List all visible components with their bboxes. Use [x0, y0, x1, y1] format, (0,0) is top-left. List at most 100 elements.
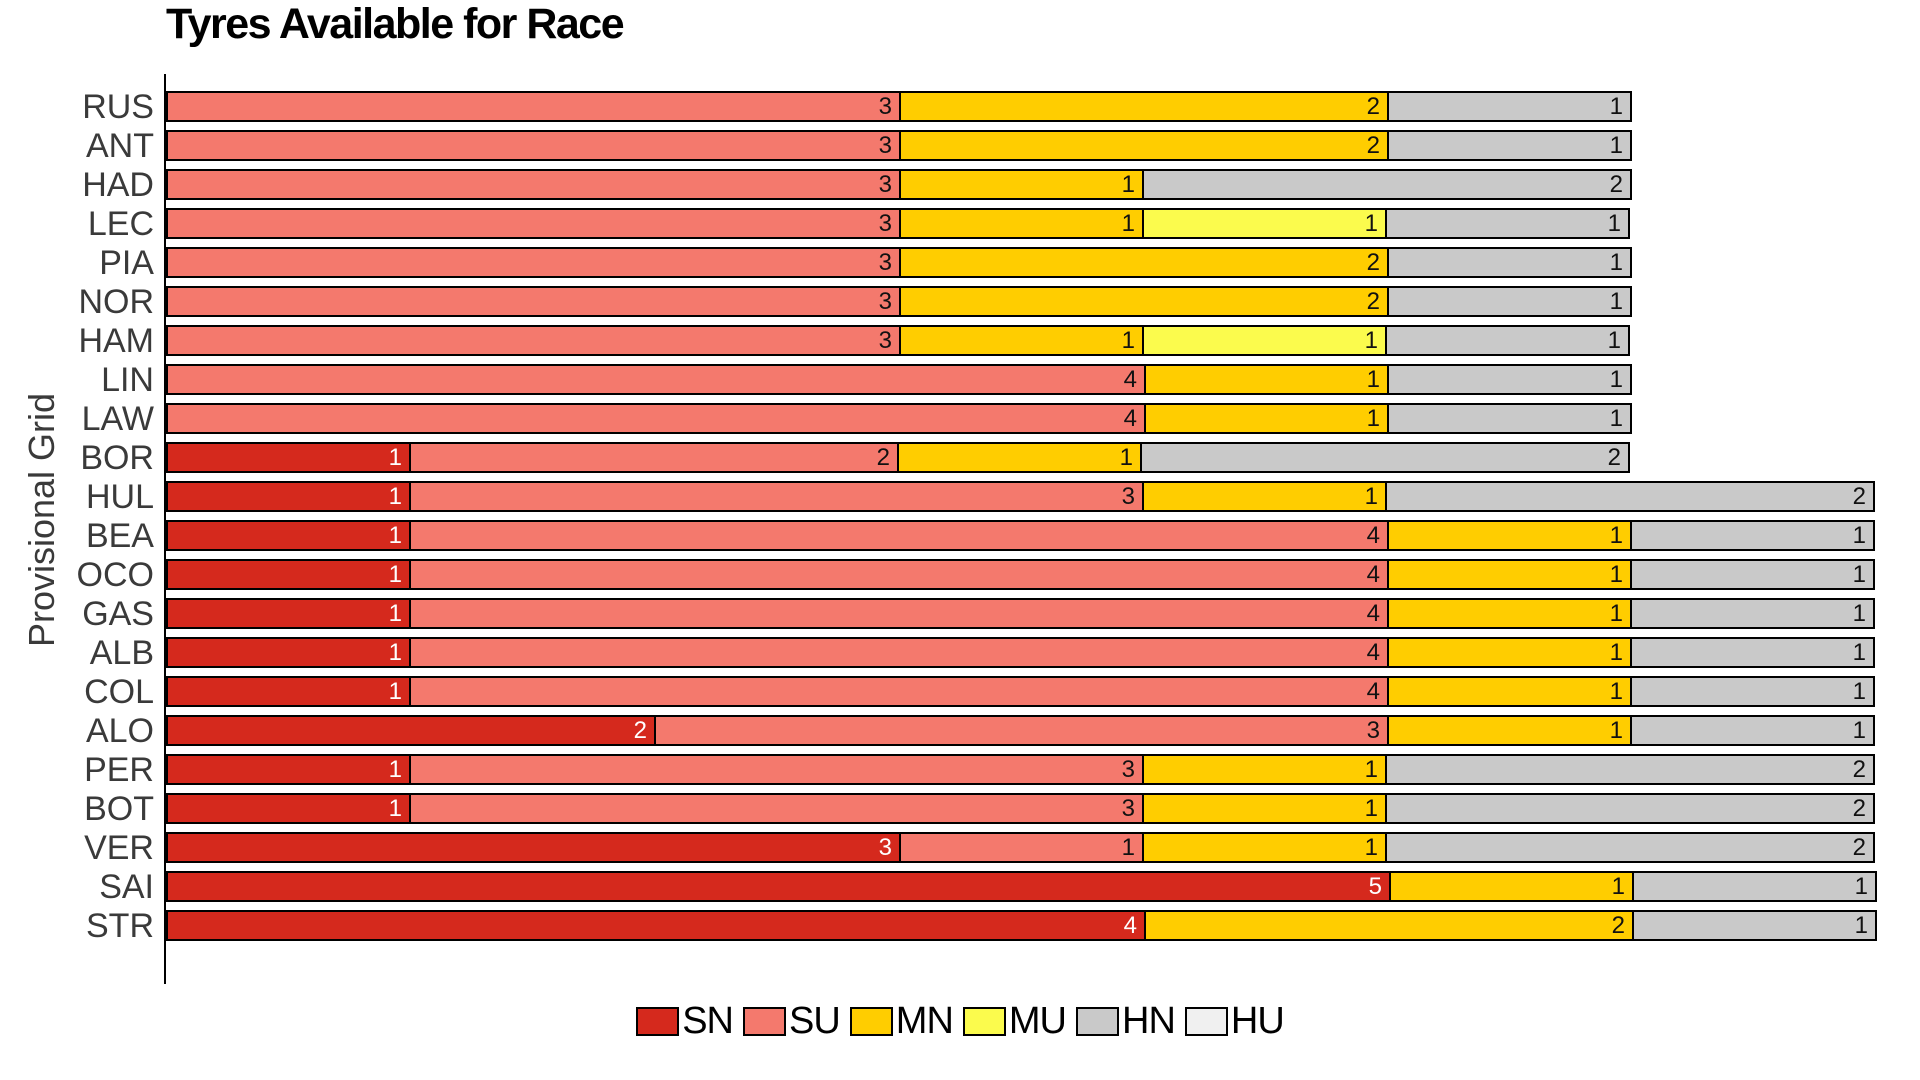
legend-item: HN: [1076, 1000, 1176, 1043]
bar-value-label: 1: [1852, 677, 1866, 705]
bar-segment: 3: [166, 91, 901, 122]
bar-segment: 2: [899, 286, 1389, 317]
bar-row: BOT 1 3 1 2: [0, 792, 1877, 826]
y-tick-label: BEA: [85, 517, 154, 555]
bar-value-label: 2: [1611, 911, 1625, 939]
y-tick-label: COL: [84, 673, 154, 711]
bar-segment: 4: [166, 364, 1146, 395]
bar-value-label: 2: [1366, 131, 1380, 159]
bar-row: PIA 3 2 1: [0, 246, 1877, 280]
bar-segment: 3: [166, 286, 901, 317]
bar-value-label: 2: [1366, 287, 1380, 315]
bar-value-label: 1: [1852, 521, 1866, 549]
bar-value-label: 1: [388, 755, 402, 783]
bar-value-label: 1: [1364, 833, 1378, 861]
bar-value-label: 1: [1852, 638, 1866, 666]
bar-value-label: 1: [1364, 755, 1378, 783]
bar-segment: 2: [1385, 793, 1875, 824]
legend-label: SN: [682, 1000, 734, 1042]
bar-segment: 1: [166, 442, 411, 473]
bar-value-label: 4: [1366, 599, 1380, 627]
bar-value-label: 1: [1366, 404, 1380, 432]
bar-segment: 1: [1387, 130, 1632, 161]
bar-row: BEA 1 4 1 1: [0, 517, 1877, 555]
bar-value-label: 4: [1123, 404, 1137, 432]
legend-item: MN: [849, 1000, 954, 1043]
bar-segment: 1: [899, 208, 1144, 239]
legend-label: SU: [789, 1000, 841, 1042]
bar-segment: 4: [409, 676, 1389, 707]
bar-segment: 1: [1142, 832, 1387, 863]
bar-value-label: 1: [1364, 794, 1378, 822]
bar-value-label: 4: [1123, 911, 1137, 939]
bar-value-label: 3: [878, 209, 892, 237]
bar-segment: 1: [1387, 715, 1632, 746]
bar-value-label: 3: [878, 248, 892, 276]
bar-value-label: 3: [878, 326, 892, 354]
bar-value-label: 2: [1366, 248, 1380, 276]
bar-value-label: 1: [1364, 209, 1378, 237]
bar-value-label: 3: [878, 833, 892, 861]
legend-item: MU: [962, 1000, 1067, 1043]
y-tick-label: HUL: [85, 478, 154, 516]
y-tick-label: LAW: [81, 400, 154, 438]
chart-title: Tyres Available for Race: [166, 0, 625, 48]
bar-row: HAD 3 1 2: [0, 166, 1877, 204]
chart-legend: SN SU MN MU HN HU: [0, 1000, 1920, 1043]
bar-row: VER 3 1 1 2: [0, 831, 1877, 865]
bar-segment: 4: [166, 403, 1146, 434]
bar-segment: 3: [409, 793, 1144, 824]
bar-row: ANT 3 2 1: [0, 129, 1877, 163]
bar-row: PER 1 3 1 2: [0, 753, 1877, 787]
y-tick-label: LEC: [87, 205, 154, 243]
legend-swatch: [743, 1007, 786, 1036]
y-tick-label: GAS: [82, 595, 154, 633]
bar-value-label: 1: [1364, 482, 1378, 510]
bar-segment: 4: [409, 520, 1389, 551]
y-tick-label: OCO: [76, 556, 154, 594]
bar-segment: 1: [1142, 208, 1387, 239]
y-tick-label: HAD: [82, 166, 154, 204]
bar-value-label: 1: [388, 521, 402, 549]
bar-value-label: 1: [388, 677, 402, 705]
bar-value-label: 1: [1609, 599, 1623, 627]
bar-segment: 2: [1385, 832, 1875, 863]
bar-segment: 3: [409, 481, 1144, 512]
bar-value-label: 1: [388, 599, 402, 627]
bar-value-label: 2: [1852, 755, 1866, 783]
bar-segment: 1: [1630, 598, 1875, 629]
bar-row: BOR 1 2 1 2: [0, 441, 1877, 475]
bar-segment: 1: [897, 442, 1142, 473]
bar-value-label: 3: [1121, 482, 1135, 510]
bar-segment: 3: [654, 715, 1389, 746]
bar-segment: 1: [166, 559, 411, 590]
bar-value-label: 1: [1609, 248, 1623, 276]
bar-segment: 1: [1142, 793, 1387, 824]
bar-value-label: 1: [1609, 404, 1623, 432]
bar-segment: 1: [1387, 364, 1632, 395]
bar-value-label: 1: [1119, 443, 1133, 471]
bar-segment: 1: [1387, 637, 1632, 668]
bar-segment: 1: [166, 481, 411, 512]
bar-value-label: 2: [1852, 833, 1866, 861]
bar-value-label: 5: [1368, 872, 1382, 900]
bar-segment: 1: [166, 754, 411, 785]
bar-segment: 1: [1387, 91, 1632, 122]
bar-row: SAI 5 1 1: [0, 870, 1877, 904]
bar-value-label: 4: [1366, 677, 1380, 705]
stacked-bar-chart: RUS 3 2 1 ANT 3 2 1 HAD 3 1 2 LEC 3 1 1 1 PIA 3 2 1 NOR 3 2 1 HAM…: [0, 90, 1877, 943]
bar-row: STR 4 2 1: [0, 909, 1877, 943]
bar-segment: 2: [899, 130, 1389, 161]
bar-row: LEC 3 1 1 1: [0, 205, 1877, 243]
bar-segment: 1: [166, 637, 411, 668]
bar-value-label: 1: [388, 794, 402, 822]
bar-value-label: 2: [1607, 443, 1621, 471]
bar-segment: 2: [1385, 754, 1875, 785]
bar-value-label: 3: [1121, 794, 1135, 822]
bar-value-label: 3: [878, 131, 892, 159]
bar-value-label: 2: [1609, 170, 1623, 198]
bar-segment: 1: [1632, 871, 1877, 902]
legend-swatch: [636, 1007, 680, 1036]
bar-value-label: 1: [1852, 560, 1866, 588]
bar-value-label: 1: [1609, 560, 1623, 588]
